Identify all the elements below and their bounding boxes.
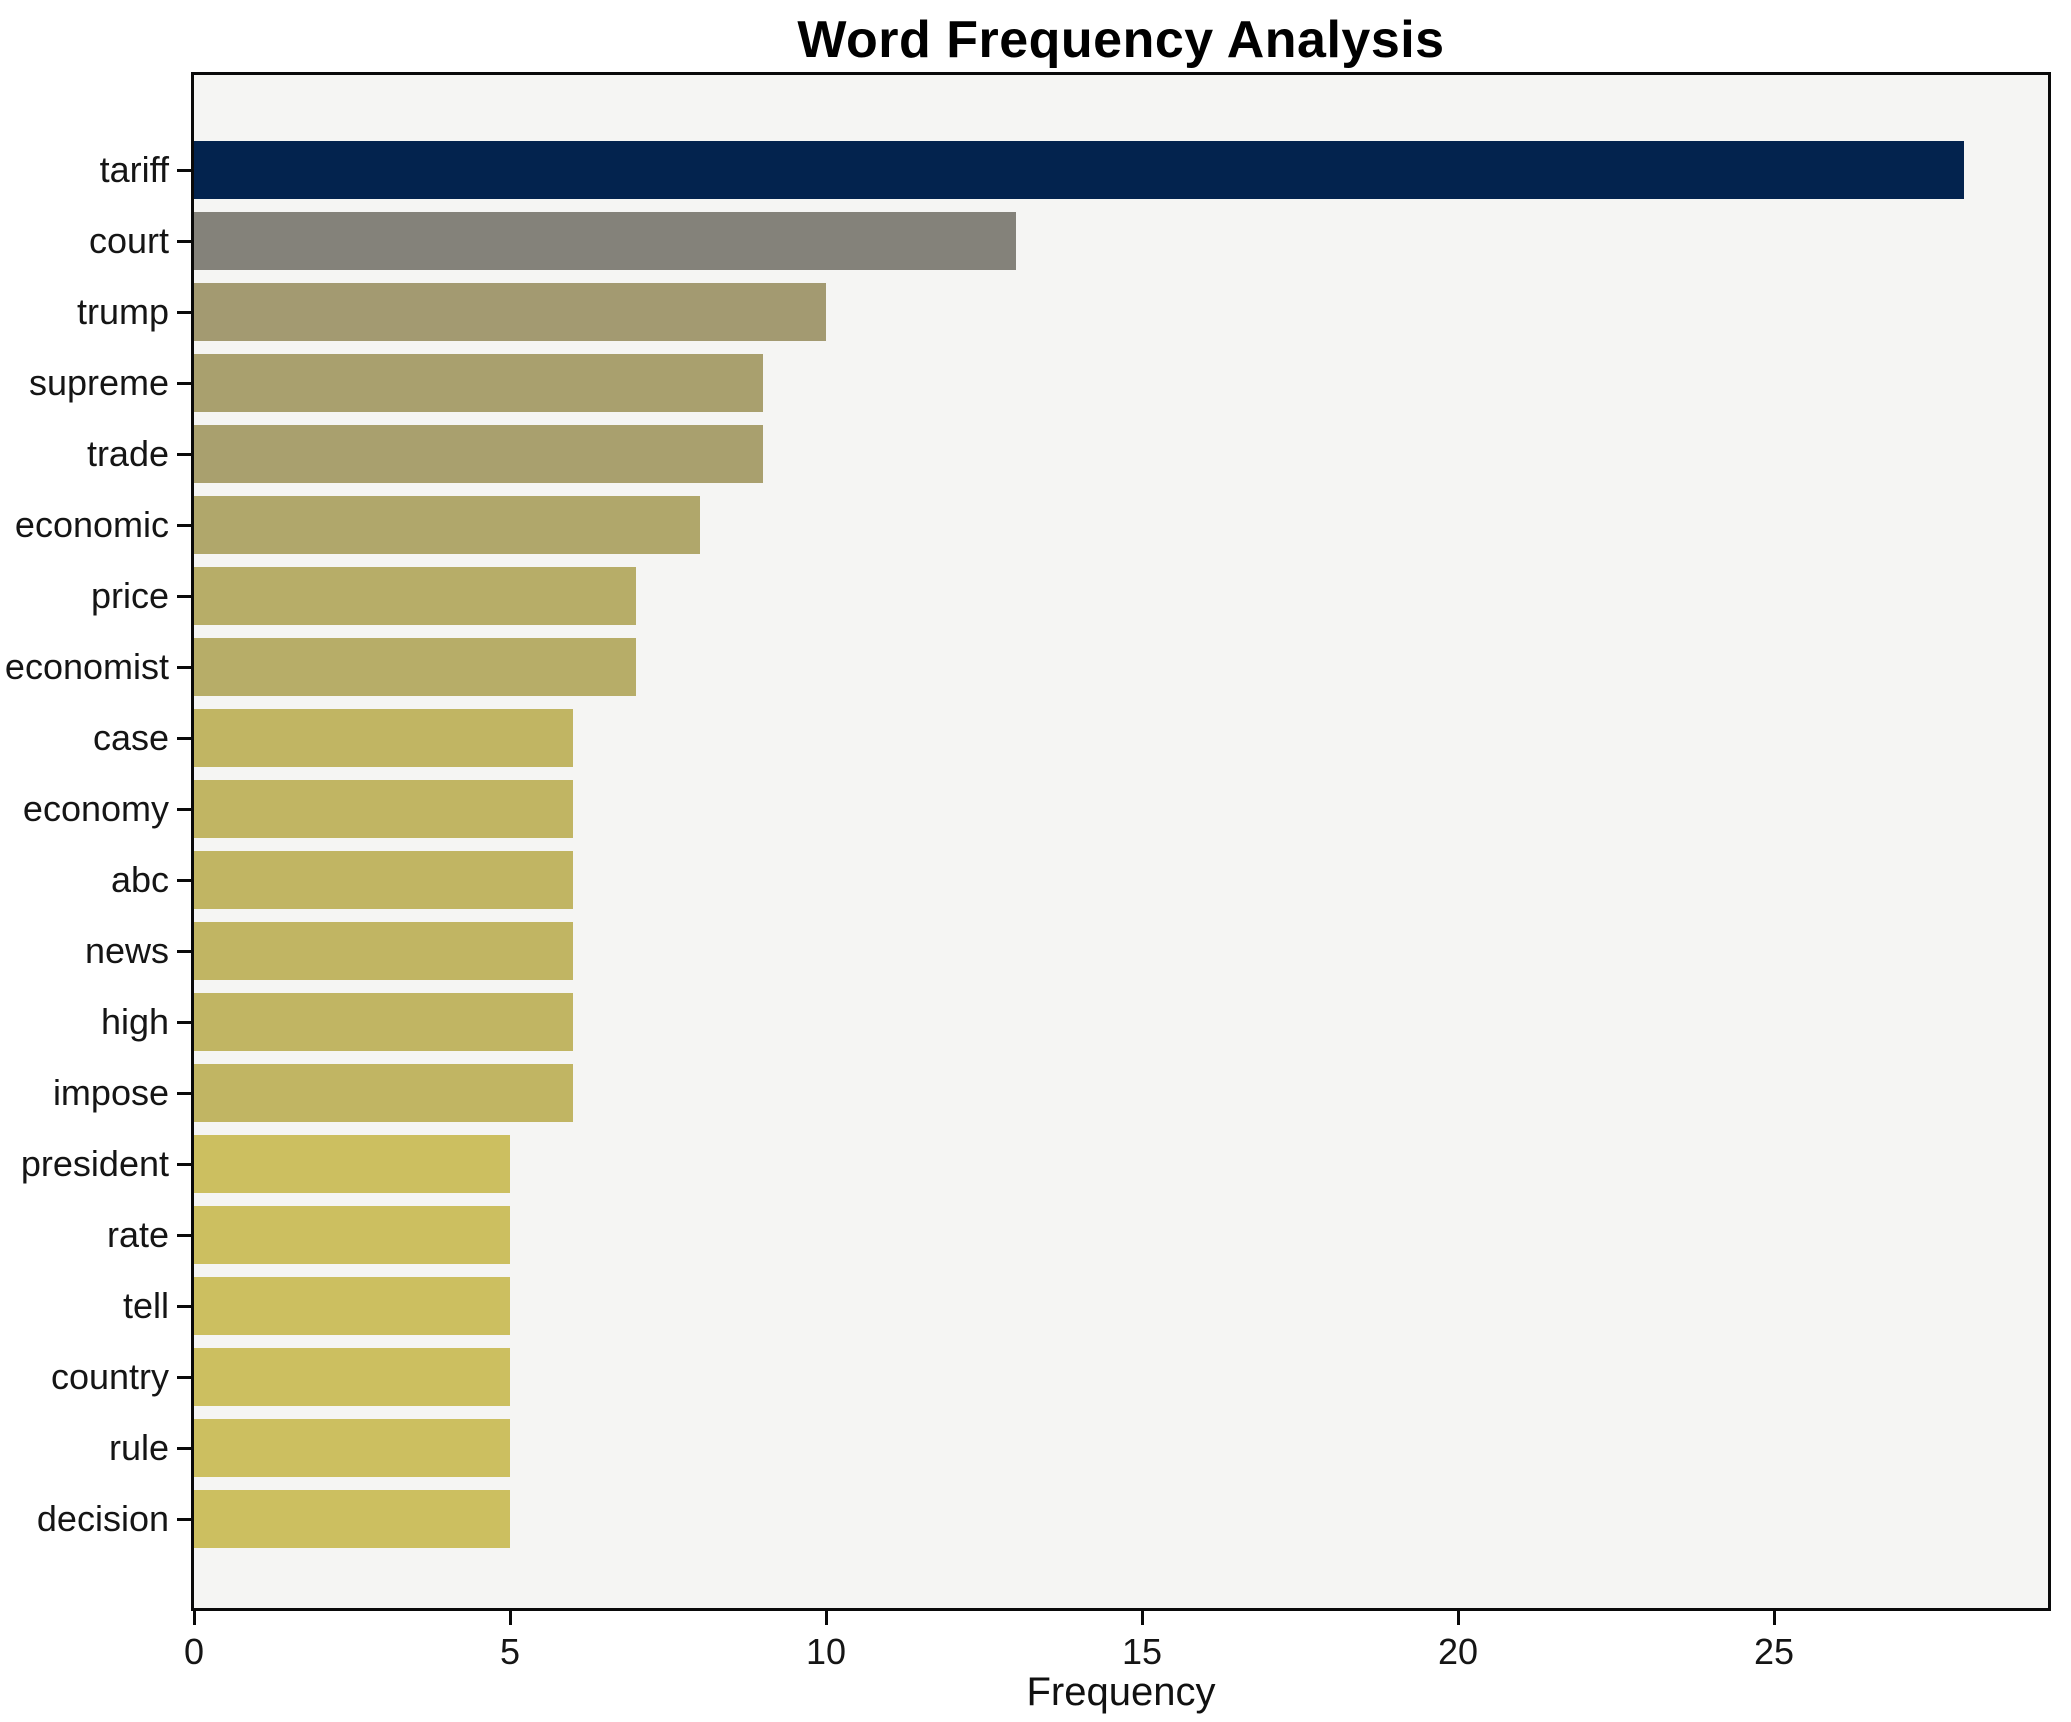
y-tick-mark	[177, 1304, 191, 1308]
bar-country	[194, 1348, 510, 1406]
bar-economic	[194, 496, 700, 554]
bar-price	[194, 567, 637, 625]
y-tick-mark	[177, 736, 191, 740]
bar-rule	[194, 1419, 510, 1477]
y-tick-label-tariff: tariff	[99, 149, 169, 190]
y-tick-mark	[177, 807, 191, 811]
bar-case	[194, 709, 574, 767]
y-tick-label-economist: economist	[4, 646, 169, 687]
y-tick-label-supreme: supreme	[28, 362, 169, 403]
y-tick-label-news: news	[84, 930, 169, 971]
y-tick-label-rule: rule	[108, 1427, 169, 1468]
bar-impose	[194, 1064, 574, 1122]
y-tick-mark	[177, 381, 191, 385]
y-tick-label-country: country	[50, 1356, 169, 1397]
y-tick-label-tell: tell	[122, 1285, 169, 1326]
y-tick-mark	[177, 665, 191, 669]
x-tick-label-25: 25	[1753, 1631, 1795, 1672]
y-tick-mark	[177, 878, 191, 882]
y-tick-label-trade: trade	[86, 433, 169, 474]
bar-news	[194, 922, 574, 980]
bar-trump	[194, 283, 826, 341]
x-tick-label-15: 15	[1121, 1631, 1163, 1672]
y-tick-mark	[177, 1446, 191, 1450]
bar-high	[194, 993, 574, 1051]
y-tick-label-rate: rate	[106, 1214, 169, 1255]
y-tick-mark	[177, 452, 191, 456]
y-tick-label-economic: economic	[14, 504, 169, 545]
y-tick-label-trump: trump	[76, 291, 169, 332]
y-tick-mark	[177, 523, 191, 527]
y-tick-mark	[177, 310, 191, 314]
y-tick-mark	[177, 1233, 191, 1237]
x-tick-mark	[192, 1611, 196, 1625]
y-tick-label-case: case	[92, 717, 169, 758]
x-tick-mark	[1772, 1611, 1776, 1625]
x-tick-label-20: 20	[1437, 1631, 1479, 1672]
y-tick-label-price: price	[90, 575, 169, 616]
chart-title: Word Frequency Analysis	[797, 11, 1445, 69]
y-tick-label-president: president	[20, 1143, 169, 1184]
bar-abc	[194, 851, 574, 909]
x-tick-mark	[824, 1611, 828, 1625]
x-tick-label-5: 5	[499, 1631, 521, 1672]
bar-tariff	[194, 141, 1964, 199]
bar-decision	[194, 1490, 510, 1548]
y-tick-mark	[177, 1091, 191, 1095]
y-tick-mark	[177, 1375, 191, 1379]
y-tick-label-impose: impose	[52, 1072, 169, 1113]
y-tick-mark	[177, 1162, 191, 1166]
y-tick-mark	[177, 239, 191, 243]
y-tick-mark	[177, 168, 191, 172]
x-tick-label-0: 0	[183, 1631, 205, 1672]
bar-trade	[194, 425, 763, 483]
y-tick-mark	[177, 1020, 191, 1024]
y-tick-label-economy: economy	[22, 788, 169, 829]
y-tick-mark	[177, 949, 191, 953]
y-tick-label-decision: decision	[36, 1498, 169, 1539]
bar-economy	[194, 780, 574, 838]
bar-supreme	[194, 354, 763, 412]
plot-area	[191, 72, 2051, 1611]
y-tick-label-abc: abc	[110, 859, 169, 900]
x-tick-mark	[508, 1611, 512, 1625]
y-tick-label-court: court	[88, 220, 169, 261]
x-tick-mark	[1456, 1611, 1460, 1625]
y-tick-mark	[177, 594, 191, 598]
x-axis-label: Frequency	[1026, 1670, 1216, 1714]
bar-court	[194, 212, 1016, 270]
bar-economist	[194, 638, 637, 696]
x-tick-mark	[1140, 1611, 1144, 1625]
bar-rate	[194, 1206, 510, 1264]
y-tick-label-high: high	[100, 1001, 169, 1042]
y-tick-mark	[177, 1517, 191, 1521]
bar-tell	[194, 1277, 510, 1335]
bar-president	[194, 1135, 510, 1193]
x-tick-label-10: 10	[805, 1631, 847, 1672]
